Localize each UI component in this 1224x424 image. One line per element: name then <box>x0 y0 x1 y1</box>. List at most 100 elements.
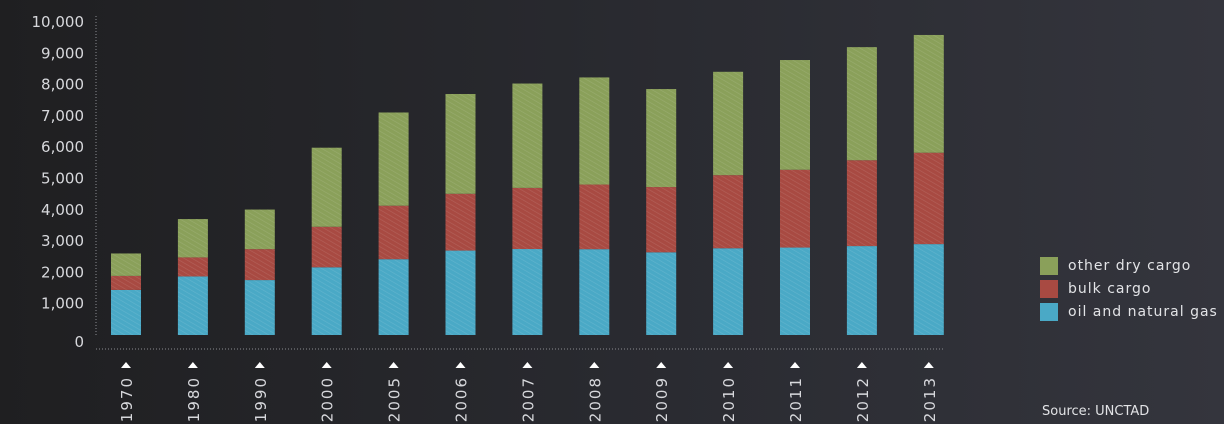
y-tick-label: 1,000 <box>41 295 84 313</box>
bar-oil-and-natural-gas-2010 <box>713 248 744 335</box>
y-tick-label: 9,000 <box>41 44 84 62</box>
bar-hatch <box>177 219 208 258</box>
x-tick-label: 2008 <box>586 376 604 422</box>
x-tick-label: 2013 <box>921 376 939 422</box>
x-tick-label: 2005 <box>386 376 404 422</box>
bar-hatch <box>512 83 543 188</box>
x-tick-marker <box>121 362 131 368</box>
bar-other-dry-cargo-1990 <box>244 209 275 250</box>
x-tick-label: 2007 <box>519 376 537 422</box>
bar-bulk-cargo-2006 <box>445 193 476 251</box>
x-tick-label: 1990 <box>252 376 270 422</box>
bar-oil-and-natural-gas-2008 <box>579 249 610 335</box>
bar-hatch <box>177 276 208 335</box>
x-tick-label: 2010 <box>720 376 738 422</box>
bar-bulk-cargo-2000 <box>311 226 342 268</box>
y-tick-label: 5,000 <box>41 170 84 188</box>
bar-oil-and-natural-gas-2000 <box>311 267 342 335</box>
legend-item-other-dry-cargo: other dry cargo <box>1040 255 1218 276</box>
bar-oil-and-natural-gas-2005 <box>378 259 409 335</box>
bar-hatch <box>311 226 342 268</box>
bar-bulk-cargo-2007 <box>512 187 543 250</box>
bar-hatch <box>244 209 275 250</box>
bar-hatch <box>780 247 810 335</box>
legend: other dry cargo bulk cargo oil and natur… <box>1040 255 1218 324</box>
x-tick-marker <box>522 362 533 368</box>
x-tick-marker <box>187 362 198 368</box>
bar-oil-and-natural-gas-2011 <box>780 247 810 335</box>
source-note: Source: UNCTAD <box>1042 404 1150 419</box>
bar-bulk-cargo-2011 <box>780 169 810 248</box>
y-tick-label: 0 <box>74 333 84 351</box>
bar-bulk-cargo-2013 <box>913 152 944 245</box>
bar-oil-and-natural-gas-1990 <box>244 280 275 335</box>
x-tick-label: 1970 <box>118 376 136 422</box>
bar-other-dry-cargo-2009 <box>646 89 677 188</box>
bar-hatch <box>846 47 877 161</box>
bar-oil-and-natural-gas-2012 <box>846 246 877 335</box>
bar-hatch <box>646 89 677 188</box>
x-tick-marker <box>589 362 600 368</box>
bar-bulk-cargo-2009 <box>646 187 677 253</box>
y-tick-label: 8,000 <box>41 76 84 94</box>
bar-hatch <box>846 160 877 247</box>
bar-hatch <box>111 275 141 290</box>
y-tick-label: 2,000 <box>41 263 84 281</box>
bar-other-dry-cargo-2000 <box>311 147 342 227</box>
legend-label-oil-and-natural-gas: oil and natural gas <box>1068 303 1218 320</box>
y-tick-label: 6,000 <box>41 138 84 156</box>
legend-swatch-bulk-cargo <box>1040 279 1058 298</box>
bar-hatch <box>579 249 610 335</box>
x-tick-label: 2009 <box>653 376 671 422</box>
legend-swatch-oil-and-natural-gas <box>1040 302 1058 321</box>
bar-hatch <box>378 112 409 206</box>
x-tick-marker <box>254 362 265 368</box>
bar-hatch <box>780 60 810 170</box>
x-tick-marker <box>790 362 800 368</box>
bar-other-dry-cargo-2013 <box>913 34 944 153</box>
x-tick-label: 2011 <box>787 376 805 422</box>
bar-hatch <box>512 249 543 335</box>
bar-bulk-cargo-2005 <box>378 205 409 260</box>
y-tick-label: 4,000 <box>41 201 84 219</box>
bar-hatch <box>913 152 944 245</box>
x-tick-marker <box>923 362 934 368</box>
bar-hatch <box>445 250 476 335</box>
x-tick-label: 2012 <box>854 376 872 422</box>
bar-hatch <box>512 187 543 250</box>
bar-other-dry-cargo-1970 <box>111 253 141 276</box>
bars <box>111 34 944 335</box>
bar-hatch <box>579 184 610 250</box>
bar-other-dry-cargo-2007 <box>512 83 543 188</box>
bar-hatch <box>713 71 744 176</box>
bar-hatch <box>244 249 275 281</box>
legend-item-oil-and-natural-gas: oil and natural gas <box>1040 301 1218 322</box>
bar-other-dry-cargo-2012 <box>846 47 877 161</box>
x-tick-marker <box>656 362 667 368</box>
bar-hatch <box>111 289 141 335</box>
bar-hatch <box>913 34 944 153</box>
legend-item-bulk-cargo: bulk cargo <box>1040 278 1218 299</box>
bar-oil-and-natural-gas-2006 <box>445 250 476 335</box>
bar-hatch <box>311 267 342 335</box>
x-tick-marker <box>856 362 867 368</box>
bar-hatch <box>177 257 208 277</box>
bar-other-dry-cargo-2005 <box>378 112 409 206</box>
bar-hatch <box>445 193 476 251</box>
x-axis: 1970 1980 1990 2000 2005 2006 2007 2008 2009 2010… <box>96 348 945 422</box>
x-tick-marker <box>455 362 466 368</box>
y-tick-label: 7,000 <box>41 107 84 125</box>
bar-oil-and-natural-gas-1980 <box>177 276 208 335</box>
bar-hatch <box>913 244 944 335</box>
bar-other-dry-cargo-2011 <box>780 60 810 170</box>
bar-hatch <box>780 169 810 248</box>
x-tick-label: 1980 <box>185 376 203 422</box>
bar-hatch <box>579 77 610 185</box>
bar-oil-and-natural-gas-1970 <box>111 289 141 335</box>
bar-other-dry-cargo-2006 <box>445 93 476 194</box>
bar-bulk-cargo-2012 <box>846 160 877 247</box>
bar-bulk-cargo-2010 <box>713 175 744 249</box>
bar-hatch <box>713 248 744 335</box>
stacked-bar-chart: 0 1,000 2,000 3,000 4,000 5,000 6,000 7,000 8,00… <box>32 13 945 422</box>
bar-hatch <box>646 187 677 253</box>
